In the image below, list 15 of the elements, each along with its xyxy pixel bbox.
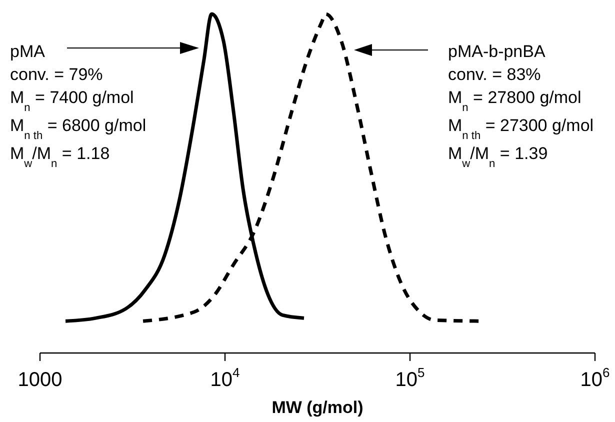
x-tick-label: 10$^{5}$ [395, 365, 425, 391]
annotation: conv. = 79% [10, 65, 103, 84]
x-axis-title: MW (g/mol) [272, 398, 364, 417]
annotation: M$_{n th}$ = 27300 g/mol [448, 116, 594, 142]
annotation: pMA [10, 42, 46, 61]
annotation: conv. = 83% [448, 65, 541, 84]
x-tick-label: 10$^{4}$ [210, 365, 240, 391]
annotation: M$_{n}$ = 7400 g/mol [10, 88, 134, 114]
annotation: M$_{n}$ = 27800 g/mol [448, 88, 582, 114]
annotation: pMA-b-pnBA [448, 42, 546, 61]
annotation: M$_{w}$/M$_{n}$ = 1.18 [10, 144, 110, 170]
x-tick-label: 1000 [18, 369, 62, 391]
x-tick-label: 10$^{6}$ [580, 365, 610, 391]
annotation: M$_{w}$/M$_{n}$ = 1.39 [448, 144, 548, 170]
annotation: M$_{n th}$ = 6800 g/mol [10, 116, 146, 142]
